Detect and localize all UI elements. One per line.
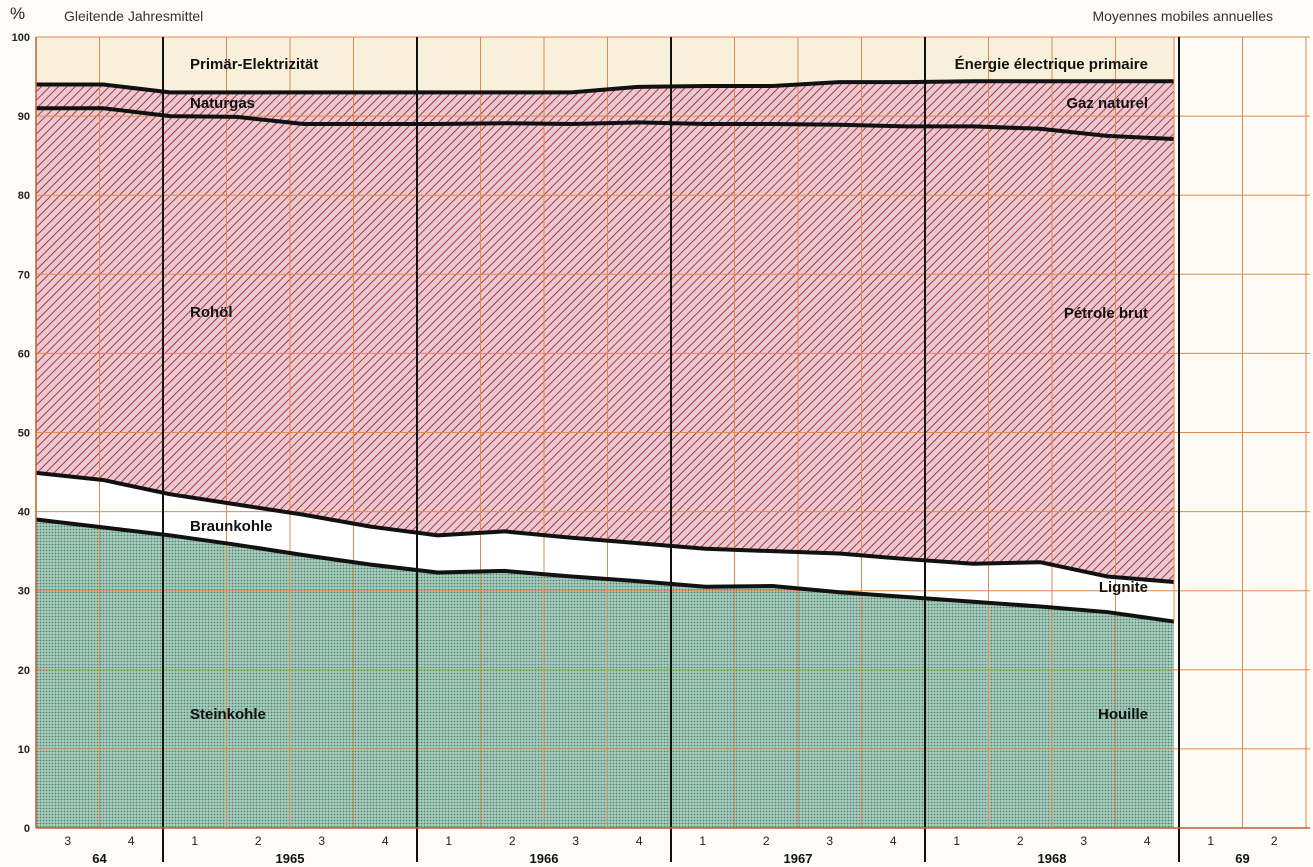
label-naturgas-de: Naturgas xyxy=(190,95,255,112)
label-rohoel-fr: Pétrole brut xyxy=(1064,305,1148,322)
label-steinkohle-de: Steinkohle xyxy=(190,706,266,723)
quarter-label: 4 xyxy=(890,834,897,848)
label-braunkohle-de: Braunkohle xyxy=(190,518,273,535)
quarter-label: 3 xyxy=(826,834,833,848)
grid-lines xyxy=(35,36,1310,829)
area-labels: 0 10 20 30 40 50 60 70 80 90 100 3 4 1 2 3 4 1 2 3 4 1 2 3 4 1 2 3 4… xyxy=(12,32,1278,866)
y-tick-label-100: 100 xyxy=(12,32,30,44)
label-rohoel-de: Rohöl xyxy=(190,304,233,321)
quarter-label: 2 xyxy=(763,834,770,848)
y-tick-label-90: 90 xyxy=(18,111,30,123)
quarter-label: 1 xyxy=(953,834,960,848)
y-tick-label-0: 0 xyxy=(24,823,30,835)
header-left-title: Gleitende Jahresmittel xyxy=(64,8,204,24)
y-tick-label-20: 20 xyxy=(18,665,30,677)
y-tick-label-60: 60 xyxy=(18,348,30,360)
line-steinkohle_top xyxy=(35,517,1175,624)
label-braunkohle-fr: Lignite xyxy=(1099,579,1148,596)
quarter-label: 4 xyxy=(128,834,135,848)
line-braunkohle_top xyxy=(35,470,1175,584)
quarter-label: 1 xyxy=(699,834,706,848)
quarter-label: 3 xyxy=(572,834,579,848)
area-rohoel xyxy=(36,108,1174,582)
quarter-label: 4 xyxy=(382,834,389,848)
year-label: 1967 xyxy=(784,851,813,866)
quarter-label: 1 xyxy=(191,834,198,848)
quarter-label: 4 xyxy=(636,834,643,848)
quarter-label: 1 xyxy=(1207,834,1214,848)
y-tick-label-70: 70 xyxy=(18,269,30,281)
y-tick-label-10: 10 xyxy=(18,744,30,756)
year-label: 69 xyxy=(1235,851,1249,866)
quarter-label: 2 xyxy=(1271,834,1278,848)
year-label: 1965 xyxy=(276,851,305,866)
quarter-label: 3 xyxy=(318,834,325,848)
y-tick-label-30: 30 xyxy=(18,586,30,598)
label-elektrizitaet-de: Primär-Elektrizität xyxy=(190,56,318,73)
y-tick-label-40: 40 xyxy=(18,507,30,519)
area-braunkohle xyxy=(36,472,1174,622)
boundary-lines xyxy=(35,37,1175,624)
label-naturgas-fr: Gaz naturel xyxy=(1066,95,1148,112)
year-label: 64 xyxy=(92,851,107,866)
quarter-label: 1 xyxy=(445,834,452,848)
line-naturgas_top xyxy=(36,79,1174,95)
y-unit-label: % xyxy=(10,4,26,23)
line-rohoel_top xyxy=(36,106,1175,142)
y-tick-label-50: 50 xyxy=(18,428,30,440)
quarter-label: 3 xyxy=(1080,834,1087,848)
year-label: 1968 xyxy=(1038,851,1067,866)
quarter-label: 2 xyxy=(1017,834,1024,848)
quarter-label: 2 xyxy=(509,834,516,848)
quarter-label: 4 xyxy=(1144,834,1151,848)
label-steinkohle-fr: Houille xyxy=(1098,706,1148,723)
y-tick-label-80: 80 xyxy=(18,190,30,202)
area-elektrizitaet xyxy=(36,37,1174,93)
quarter-label: 3 xyxy=(64,834,71,848)
label-elektrizitaet-fr: Énergie électrique primaire xyxy=(955,56,1148,73)
year-label: 1966 xyxy=(530,851,559,866)
header-right-title: Moyennes mobiles annuelles xyxy=(1092,8,1273,24)
quarter-label: 2 xyxy=(255,834,262,848)
axes xyxy=(35,37,1310,862)
